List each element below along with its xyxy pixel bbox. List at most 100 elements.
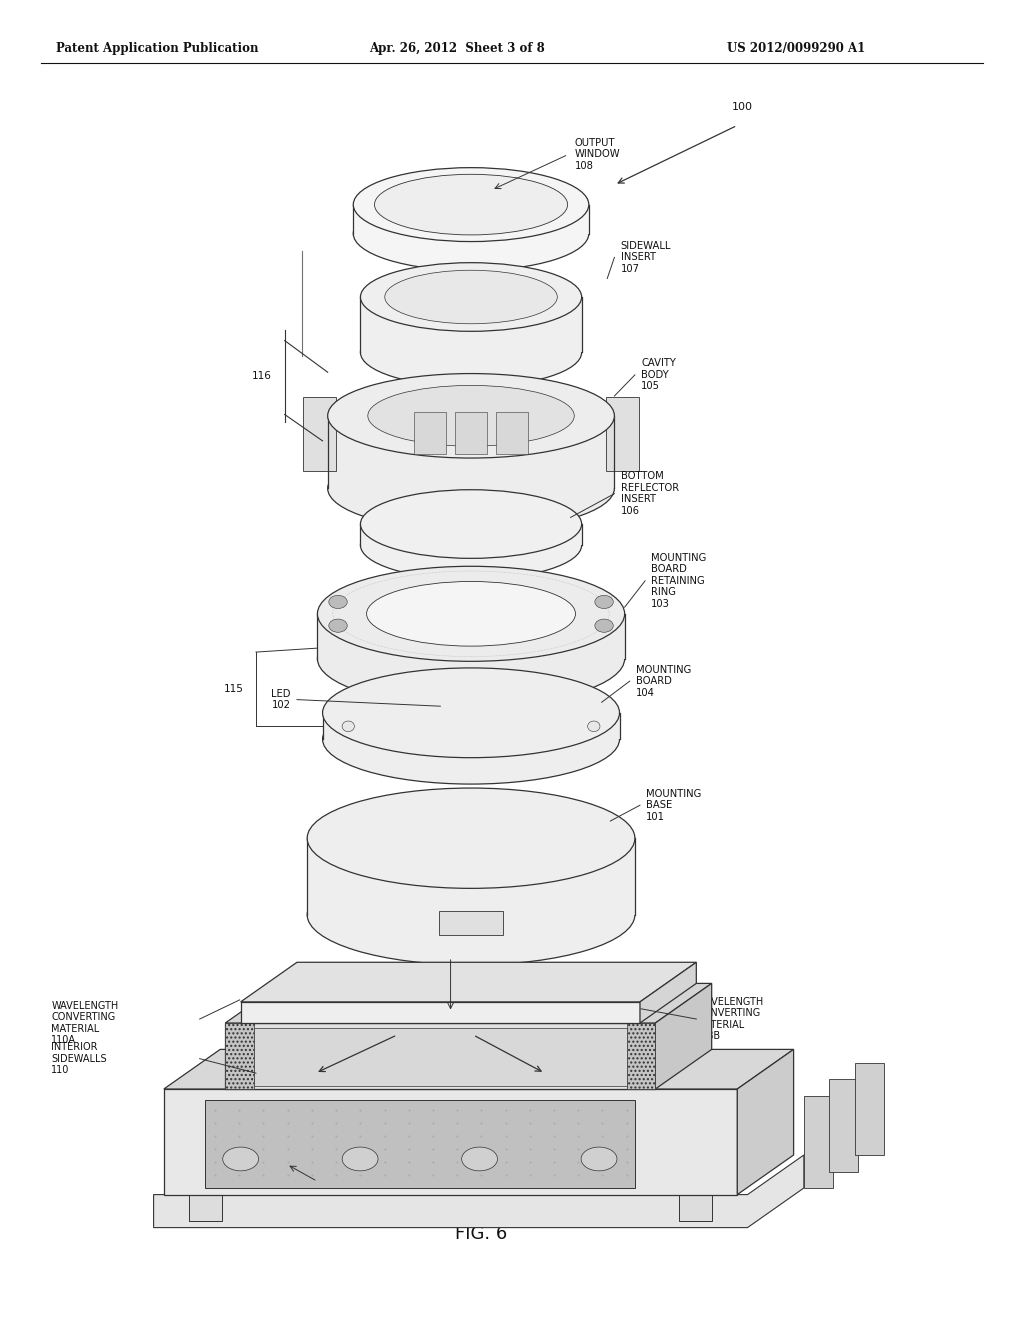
Text: OUTPUT
WINDOW
108: OUTPUT WINDOW 108 [456,916,501,949]
Text: LED
102: LED 102 [271,689,291,710]
Text: WAVELENGTH
CONVERTING
MATERIAL
110A: WAVELENGTH CONVERTING MATERIAL 110A [51,1001,119,1045]
Ellipse shape [375,174,567,235]
Ellipse shape [441,521,464,537]
Ellipse shape [317,611,625,706]
Text: INTERIOR
SIDEWALLS
110: INTERIOR SIDEWALLS 110 [51,1041,106,1076]
Ellipse shape [353,197,589,271]
Ellipse shape [385,271,557,323]
Polygon shape [164,1049,794,1089]
FancyBboxPatch shape [439,911,503,935]
FancyBboxPatch shape [414,412,446,454]
Ellipse shape [360,318,582,387]
Text: BOTTOM
REFLECTOR
INSERT
106: BOTTOM REFLECTOR INSERT 106 [621,471,679,516]
Ellipse shape [457,715,485,737]
Polygon shape [241,962,696,1002]
FancyBboxPatch shape [804,1096,833,1188]
FancyBboxPatch shape [396,818,546,855]
Ellipse shape [342,1147,378,1171]
Ellipse shape [595,595,613,609]
Polygon shape [205,1100,635,1188]
Text: MOUNTING
BASE
101: MOUNTING BASE 101 [646,788,701,822]
Ellipse shape [223,1147,258,1171]
Text: LIGHT MIXING
CAVITY
109: LIGHT MIXING CAVITY 109 [217,1195,285,1228]
FancyBboxPatch shape [829,1080,858,1172]
Ellipse shape [588,721,600,731]
Text: FIG. 6: FIG. 6 [455,1225,508,1243]
Polygon shape [627,1023,655,1089]
Polygon shape [225,983,712,1023]
Polygon shape [360,297,582,352]
Ellipse shape [307,788,635,888]
Text: OUTPUT
WINDOW
108: OUTPUT WINDOW 108 [574,137,621,172]
Polygon shape [241,1002,640,1023]
Polygon shape [254,1028,627,1086]
Text: WAVELENGTH
CONVERTING
MATERIAL
108B: WAVELENGTH CONVERTING MATERIAL 108B [696,997,764,1041]
Ellipse shape [574,825,593,838]
Ellipse shape [329,595,347,609]
Ellipse shape [328,446,614,531]
Polygon shape [317,614,625,659]
Ellipse shape [457,697,485,718]
Ellipse shape [406,697,434,718]
Text: 100: 100 [732,102,753,112]
Polygon shape [640,962,696,1023]
FancyBboxPatch shape [679,1089,712,1221]
Ellipse shape [317,566,625,661]
Ellipse shape [431,713,460,734]
Ellipse shape [360,511,582,579]
FancyBboxPatch shape [572,701,603,725]
Ellipse shape [367,582,575,645]
Ellipse shape [582,1147,616,1171]
FancyBboxPatch shape [855,1063,884,1155]
Ellipse shape [353,168,589,242]
Polygon shape [154,1155,804,1228]
Polygon shape [164,1089,737,1195]
Ellipse shape [403,521,426,537]
Ellipse shape [403,500,426,516]
Ellipse shape [342,721,354,731]
Text: SIDEWALL
INSERT
107: SIDEWALL INSERT 107 [621,240,671,275]
Ellipse shape [360,490,582,558]
Text: Patent Application Publication: Patent Application Publication [56,42,259,55]
Text: FIG. 5: FIG. 5 [444,928,498,946]
Text: Apr. 26, 2012  Sheet 3 of 8: Apr. 26, 2012 Sheet 3 of 8 [369,42,545,55]
FancyBboxPatch shape [606,397,639,471]
Polygon shape [323,713,620,739]
Ellipse shape [595,619,613,632]
Polygon shape [353,205,589,234]
Text: MOUNTING
BOARD
RETAINING
RING
103: MOUNTING BOARD RETAINING RING 103 [651,553,707,609]
FancyBboxPatch shape [455,412,487,454]
FancyBboxPatch shape [303,397,336,471]
Ellipse shape [482,681,511,702]
Text: US 2012/0099290 A1: US 2012/0099290 A1 [727,42,865,55]
Ellipse shape [516,500,539,516]
Ellipse shape [482,713,511,734]
Ellipse shape [462,1147,498,1171]
Polygon shape [307,838,635,915]
Text: 115: 115 [224,684,244,694]
Ellipse shape [360,263,582,331]
Polygon shape [737,1049,794,1195]
Ellipse shape [323,694,620,784]
Polygon shape [655,983,712,1089]
Ellipse shape [307,865,635,965]
Polygon shape [225,1023,254,1089]
Ellipse shape [329,619,347,632]
Text: 116: 116 [252,371,271,381]
Ellipse shape [508,697,537,718]
Ellipse shape [323,668,620,758]
Ellipse shape [441,500,464,516]
FancyBboxPatch shape [189,1089,222,1221]
Ellipse shape [516,521,539,537]
Ellipse shape [349,825,368,838]
Ellipse shape [457,678,485,700]
Ellipse shape [431,681,460,702]
Ellipse shape [328,374,614,458]
Ellipse shape [368,385,574,446]
Polygon shape [360,524,582,545]
Polygon shape [328,416,614,488]
Text: MOUNTING
BOARD
104: MOUNTING BOARD 104 [636,664,691,698]
Ellipse shape [478,500,501,516]
FancyBboxPatch shape [496,412,528,454]
Polygon shape [225,1023,655,1089]
